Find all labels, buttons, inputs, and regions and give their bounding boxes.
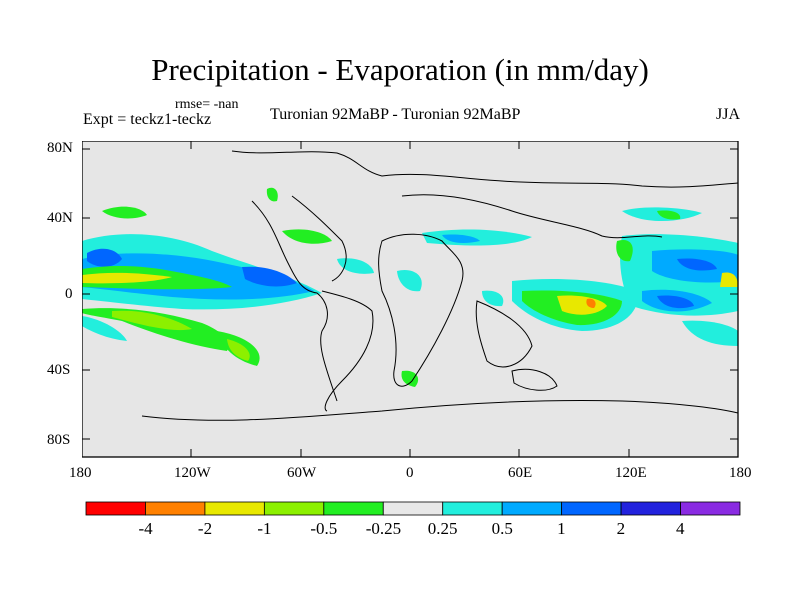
coast-na-east: [291, 195, 347, 282]
colorbar-swatch-4: [323, 501, 384, 516]
coast-india-madagascar: [475, 300, 533, 368]
experiment-label: Expt = teckz1-teckz: [83, 111, 212, 128]
field-blue2-swpac: [657, 295, 694, 309]
coast-eurasia: [401, 194, 663, 239]
colorbar-swatch-10: [680, 501, 741, 516]
lon-label-60e: 60E: [508, 465, 533, 481]
colorbar-label-6: 0.5: [491, 519, 513, 538]
lat-label-80s: 80S: [47, 432, 71, 448]
field-green-arctic: [266, 187, 278, 202]
field-green-safrica: [401, 370, 419, 387]
colorbar-swatch-5: [382, 501, 444, 516]
colorbar-label-8: 2: [616, 519, 626, 538]
field-green-sea: [616, 239, 633, 262]
field-lime-south: [112, 310, 192, 331]
colorbar: [85, 501, 741, 516]
colorbar-label-9: 4: [676, 519, 685, 538]
colorbar-label-1: -2: [197, 519, 213, 538]
lat-label-eq: 0: [65, 286, 73, 302]
coast-americas-west: [251, 200, 338, 402]
coast-antarctica: [141, 399, 739, 421]
field-cyan-atl: [337, 258, 374, 274]
lat-label-40n: 40N: [47, 210, 73, 226]
field-cyan-africa: [397, 269, 422, 292]
field-blue-core-east: [242, 266, 297, 287]
colorbar-swatch-8: [561, 501, 622, 516]
season-label: JJA: [716, 106, 741, 123]
colorbar-swatch-9: [620, 501, 681, 516]
map-panel: [82, 141, 739, 458]
coast-sa-east: [321, 290, 374, 412]
field-cyan-sw: [82, 316, 127, 341]
colorbar-swatch-2: [204, 501, 265, 516]
field-yellow-io: [557, 295, 607, 315]
lat-label-40s: 40S: [47, 362, 71, 378]
chart-title: Precipitation - Evaporation (in mm/day): [151, 52, 649, 87]
lon-label-0: 0: [406, 465, 414, 481]
field-cyan-spac: [682, 320, 738, 346]
rmse-label: rmse= -nan: [175, 97, 239, 112]
field-orange-io: [586, 298, 596, 308]
contour-fields: [82, 187, 738, 387]
field-cyan-tethys: [422, 229, 532, 246]
field-green-nwpac: [657, 210, 681, 220]
field-lime-sw: [227, 339, 250, 361]
colorbar-swatch-3: [263, 501, 325, 516]
field-green-np: [102, 206, 147, 219]
coastlines: [141, 150, 739, 421]
colorbar-label-2: -1: [257, 519, 272, 538]
field-blue2-wpac: [677, 258, 717, 271]
coast-africa: [378, 233, 464, 387]
colorbar-swatch-6: [442, 501, 503, 516]
field-green-na: [282, 229, 332, 244]
field-blue-core-west: [87, 248, 122, 267]
coast-australia: [511, 368, 558, 391]
field-cyan-arabia: [482, 290, 504, 307]
colorbar-label-5: 0.25: [427, 519, 458, 538]
colorbar-label-0: -4: [138, 519, 153, 538]
field-green-south: [82, 308, 229, 351]
map-ticks: [82, 141, 738, 457]
field-yellow-epac: [720, 272, 738, 287]
lon-label-60w: 60W: [287, 465, 317, 481]
colorbar-swatch-7: [501, 501, 563, 516]
colorbar-label-7: 1: [557, 519, 566, 538]
colorbar-swatch-1: [145, 501, 206, 516]
lat-label-80n: 80N: [47, 140, 73, 156]
period-label: Turonian 92MaBP - Turonian 92MaBP: [270, 106, 521, 123]
field-yellow-band: [82, 272, 172, 284]
lon-label-180w: 180: [69, 465, 92, 481]
colorbar-swatch-0: [85, 501, 146, 516]
colorbar-label-3: -0.5: [310, 519, 338, 538]
lon-label-120e: 120E: [615, 465, 647, 481]
field-blue-tethys: [442, 234, 480, 243]
lon-label-120w: 120W: [174, 465, 211, 481]
colorbar-label-4: -0.25: [365, 519, 402, 538]
lon-label-180e: 180: [729, 465, 752, 481]
coast-arctic: [231, 150, 739, 188]
